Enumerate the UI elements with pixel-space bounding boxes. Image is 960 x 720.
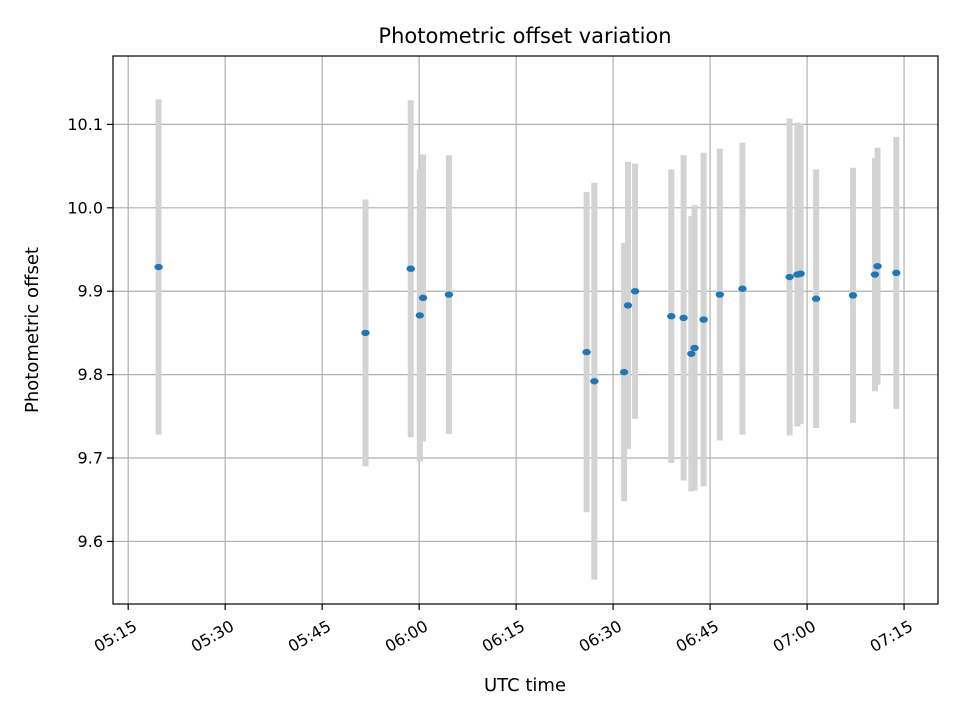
data-point bbox=[715, 291, 724, 298]
data-point bbox=[699, 316, 708, 323]
y-tick-label: 9.7 bbox=[78, 449, 103, 468]
data-point bbox=[630, 288, 640, 295]
data-point bbox=[444, 291, 454, 298]
y-axis-ticks: 9.6 9.7 9.8 9.9 10.0 10.1 bbox=[67, 115, 113, 551]
data-point bbox=[590, 378, 599, 385]
data-point bbox=[873, 262, 882, 270]
data-point bbox=[154, 263, 163, 271]
data-point bbox=[892, 269, 901, 277]
y-axis-label: Photometric offset bbox=[22, 247, 43, 413]
y-tick-label: 10.1 bbox=[67, 115, 103, 134]
data-point bbox=[582, 348, 591, 356]
y-tick-label: 9.9 bbox=[78, 282, 103, 301]
data-point bbox=[848, 292, 858, 299]
data-point bbox=[679, 314, 688, 322]
chart-title: Photometric offset variation bbox=[378, 24, 671, 48]
y-tick-label: 10.0 bbox=[67, 198, 103, 217]
data-point bbox=[406, 265, 415, 272]
data-point bbox=[415, 312, 424, 319]
data-point bbox=[623, 302, 633, 309]
data-point bbox=[738, 285, 747, 292]
plot-frame bbox=[112, 55, 939, 605]
data-point bbox=[870, 271, 880, 278]
data-point bbox=[785, 273, 794, 281]
data-point bbox=[811, 295, 821, 302]
data-point bbox=[687, 350, 696, 357]
data-point bbox=[418, 294, 428, 302]
y-tick-label: 9.8 bbox=[78, 365, 103, 384]
data-point bbox=[667, 313, 676, 320]
y-tick-label: 9.6 bbox=[78, 532, 103, 551]
grid bbox=[113, 56, 938, 604]
x-axis-label: UTC time bbox=[484, 675, 566, 696]
data-point bbox=[361, 329, 370, 337]
data-point bbox=[619, 368, 629, 376]
data-points bbox=[154, 262, 901, 385]
data-point bbox=[796, 270, 805, 277]
data-point bbox=[690, 344, 699, 352]
